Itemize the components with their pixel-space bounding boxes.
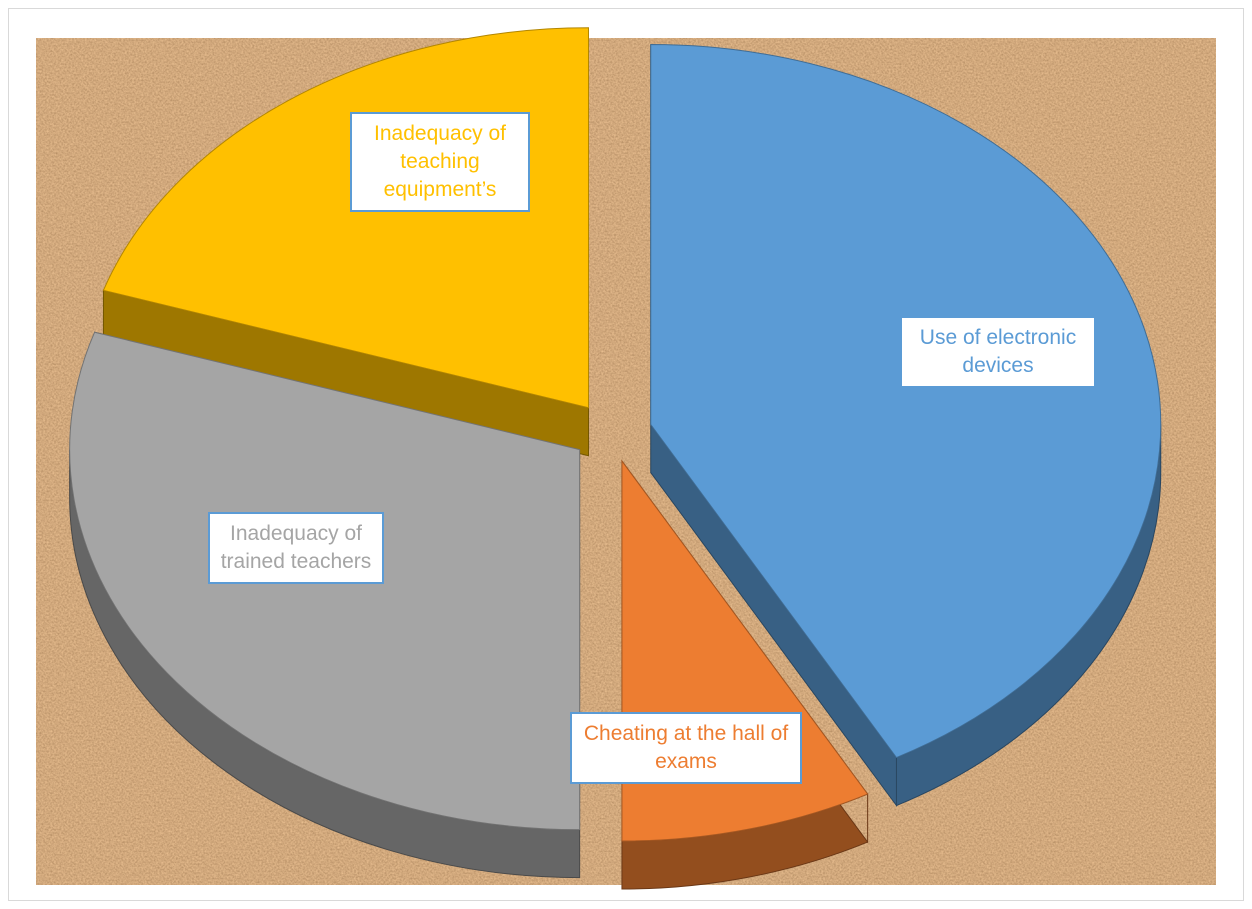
data-label-3: Inadequacy of trained teachers — [208, 512, 384, 584]
data-label-1: Use of electronic devices — [900, 316, 1096, 388]
data-label-2: Cheating at the hall of exams — [570, 712, 802, 784]
pie-slice-1[interactable] — [650, 44, 1162, 759]
data-label-4: Inadequacy of teaching equipment’s — [350, 112, 530, 212]
